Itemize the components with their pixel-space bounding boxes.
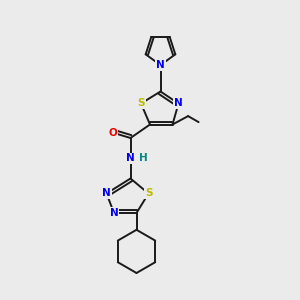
Text: N: N — [126, 153, 135, 164]
Text: S: S — [137, 98, 145, 109]
Text: S: S — [145, 188, 152, 199]
Text: N: N — [110, 208, 118, 218]
Text: N: N — [156, 60, 165, 70]
Text: N: N — [174, 98, 183, 109]
Text: O: O — [108, 128, 117, 138]
Text: H: H — [139, 153, 148, 164]
Text: N: N — [102, 188, 111, 199]
